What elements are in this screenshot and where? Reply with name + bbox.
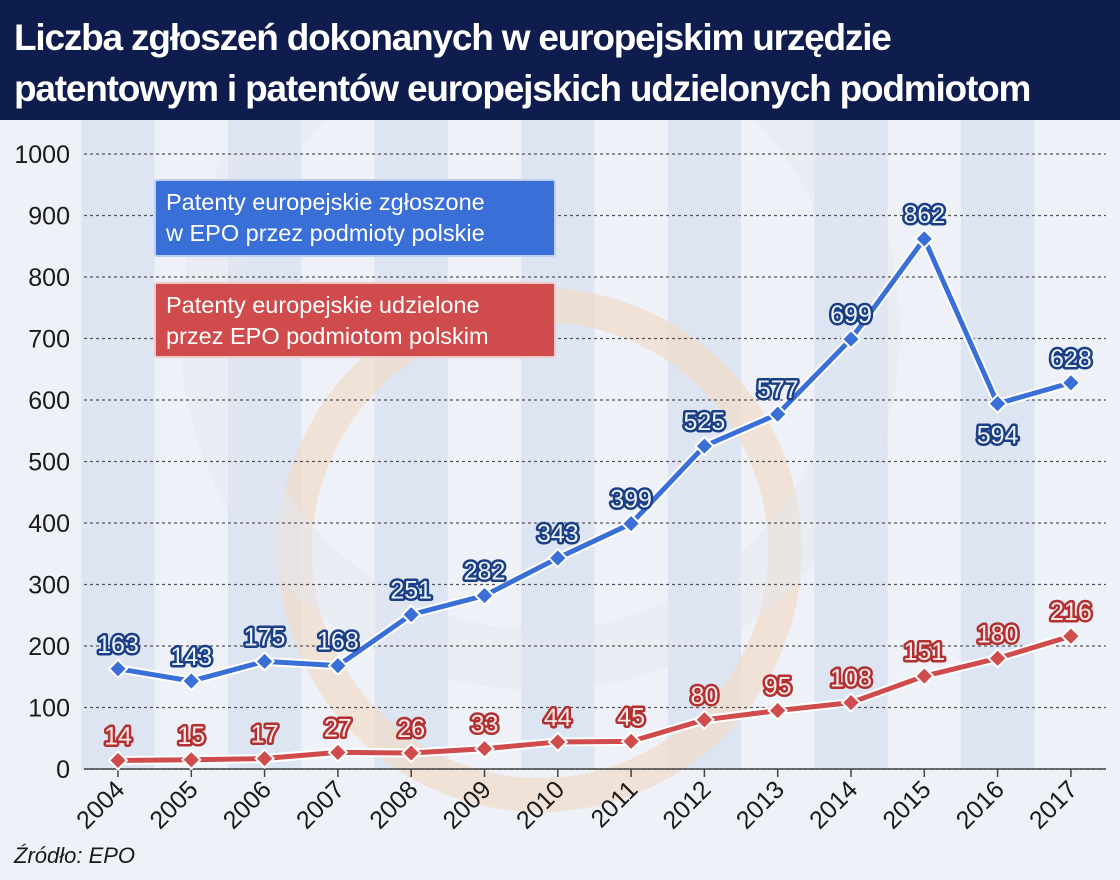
legend-label: w EPO przez podmioty polskie xyxy=(165,220,485,246)
y-tick-label: 800 xyxy=(28,264,70,292)
data-point-marker xyxy=(254,748,276,769)
data-label-red: 15 xyxy=(177,722,205,750)
data-point-marker xyxy=(107,749,129,771)
y-tick-label: 600 xyxy=(28,387,70,415)
data-label-red: 33 xyxy=(471,711,499,739)
legend-label: Patenty europejskie zgłoszone xyxy=(166,189,485,215)
data-label-red: 108 xyxy=(830,665,872,693)
y-tick-label: 200 xyxy=(28,633,70,661)
data-label-red: 14 xyxy=(104,722,132,750)
y-tick-label: 100 xyxy=(28,695,70,723)
data-point-marker xyxy=(767,700,789,721)
legend-box-red xyxy=(154,282,556,358)
data-label-red: 151 xyxy=(903,638,945,666)
data-point-marker xyxy=(180,749,202,771)
data-label-blue: 251 xyxy=(390,577,432,605)
data-point-marker xyxy=(1060,372,1082,394)
data-label-blue: 628 xyxy=(1050,345,1092,373)
data-point-marker xyxy=(693,435,715,457)
data-label-blue: 282 xyxy=(464,558,506,586)
data-label-red: 44 xyxy=(544,704,572,732)
data-point-marker xyxy=(913,228,935,250)
data-label-red: 95 xyxy=(764,673,792,701)
data-point-marker xyxy=(840,328,862,350)
data-label-red: 216 xyxy=(1050,598,1092,626)
data-label-red: 180 xyxy=(977,620,1019,648)
legend-label: przez EPO podmiotom polskim xyxy=(166,323,489,349)
data-label-blue: 862 xyxy=(903,201,945,229)
y-tick-label: 300 xyxy=(28,572,70,600)
data-point-marker xyxy=(327,741,349,763)
data-point-marker xyxy=(474,738,495,760)
y-tick-label: 1000 xyxy=(14,141,70,169)
data-point-marker xyxy=(987,393,1009,415)
data-label-blue: 525 xyxy=(684,408,726,436)
data-point-marker xyxy=(400,742,422,764)
series-line-blue xyxy=(117,236,1072,684)
chart-area: 0 100 200 300 400 500 600 700 800 900 1000 2004 2005… xyxy=(0,120,1120,880)
y-tick-label: 700 xyxy=(28,326,70,354)
data-point-marker xyxy=(254,650,276,672)
legend-label: Patenty europejskie udzielone xyxy=(166,292,480,318)
data-point-marker xyxy=(1060,625,1082,647)
data-point-marker xyxy=(327,655,349,677)
data-label-blue: 143 xyxy=(170,643,212,671)
data-label-blue: 399 xyxy=(610,486,652,514)
data-point-marker xyxy=(620,513,642,535)
data-point-marker xyxy=(987,647,1009,669)
data-point-marker xyxy=(400,604,422,626)
chart-header: Liczba zgłoszeń dokonanych w europejskim… xyxy=(0,0,1120,160)
data-label-blue: 343 xyxy=(537,520,579,548)
legend-box-blue xyxy=(154,179,556,257)
data-point-marker xyxy=(767,403,789,425)
data-point-marker xyxy=(547,547,569,569)
data-point-marker xyxy=(474,585,495,606)
data-label-blue: 594 xyxy=(977,422,1019,450)
data-label-red: 45 xyxy=(617,703,645,731)
data-label-blue: 163 xyxy=(97,631,139,659)
data-point-marker xyxy=(547,731,569,753)
source-note: Źródło: EPO xyxy=(14,843,136,868)
y-tick-label: 500 xyxy=(28,449,70,477)
data-point-marker xyxy=(840,692,862,713)
data-point-marker xyxy=(107,658,129,680)
series-line-red xyxy=(117,633,1072,763)
data-label-blue: 168 xyxy=(317,628,359,656)
data-point-marker xyxy=(620,730,642,752)
data-label-blue: 699 xyxy=(830,301,872,329)
data-point-marker xyxy=(180,670,202,692)
data-point-marker xyxy=(913,665,935,687)
data-label-red: 80 xyxy=(690,682,718,710)
data-label-blue: 175 xyxy=(244,623,286,651)
y-tick-label: 0 xyxy=(56,756,70,784)
data-point-marker xyxy=(693,709,715,731)
data-label-red: 27 xyxy=(324,714,352,742)
data-label-red: 17 xyxy=(251,721,279,749)
data-label-blue: 577 xyxy=(757,376,799,404)
y-tick-label: 900 xyxy=(28,203,70,231)
data-label-red: 26 xyxy=(397,715,425,743)
y-tick-label: 400 xyxy=(28,510,70,538)
